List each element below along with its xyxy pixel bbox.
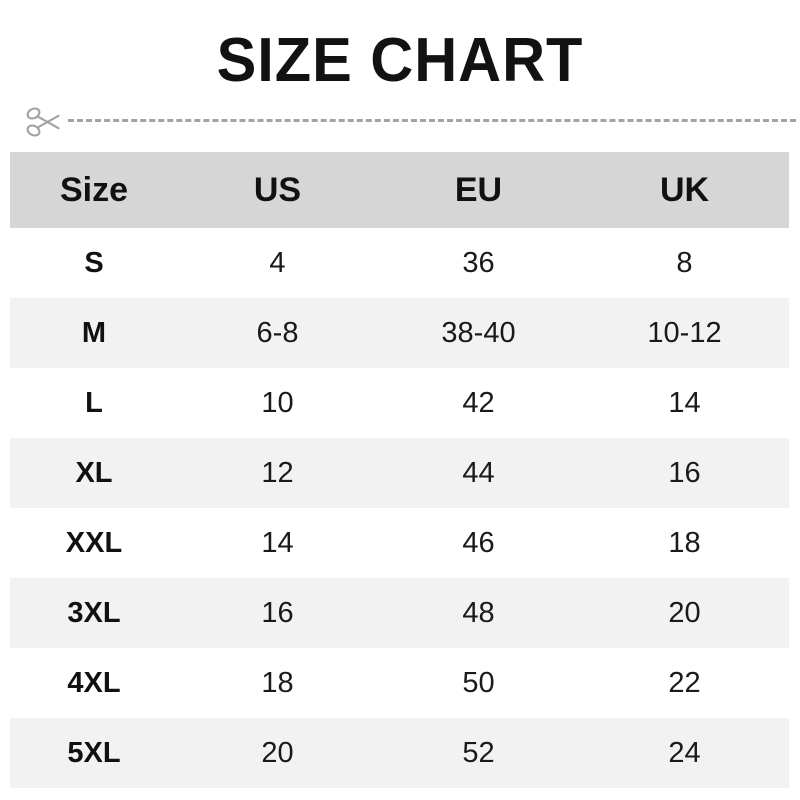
table-row: XXL 14 46 18 xyxy=(10,508,789,578)
cell-uk: 20 xyxy=(580,578,789,648)
cell-us: 16 xyxy=(178,578,377,648)
cell-us: 12 xyxy=(178,438,377,508)
cell-size: 4XL xyxy=(10,648,178,718)
column-header-size: Size xyxy=(10,152,178,228)
cell-eu: 50 xyxy=(377,648,580,718)
table-row: XL 12 44 16 xyxy=(10,438,789,508)
scissors-icon xyxy=(24,104,66,140)
cell-uk: 16 xyxy=(580,438,789,508)
cell-us: 18 xyxy=(178,648,377,718)
cell-uk: 22 xyxy=(580,648,789,718)
cell-us: 4 xyxy=(178,228,377,298)
table-row: 3XL 16 48 20 xyxy=(10,578,789,648)
table-row: 4XL 18 50 22 xyxy=(10,648,789,718)
cell-uk: 18 xyxy=(580,508,789,578)
cell-eu: 48 xyxy=(377,578,580,648)
page-title: SIZE CHART xyxy=(216,26,584,95)
cell-size: 3XL xyxy=(10,578,178,648)
cell-uk: 8 xyxy=(580,228,789,298)
cell-size: XL xyxy=(10,438,178,508)
cell-uk: 14 xyxy=(580,368,789,438)
table-row: M 6-8 38-40 10-12 xyxy=(10,298,789,368)
dashed-cut-line xyxy=(68,119,796,122)
table-row: L 10 42 14 xyxy=(10,368,789,438)
cell-size: L xyxy=(10,368,178,438)
cell-eu: 44 xyxy=(377,438,580,508)
cell-us: 14 xyxy=(178,508,377,578)
cell-us: 10 xyxy=(178,368,377,438)
cut-here-divider xyxy=(24,103,796,141)
cell-uk: 24 xyxy=(580,718,789,788)
table-row: S 4 36 8 xyxy=(10,228,789,298)
cell-eu: 38-40 xyxy=(377,298,580,368)
cell-size: S xyxy=(10,228,178,298)
cell-size: M xyxy=(10,298,178,368)
cell-us: 6-8 xyxy=(178,298,377,368)
cell-size: XXL xyxy=(10,508,178,578)
cell-eu: 46 xyxy=(377,508,580,578)
cell-size: 5XL xyxy=(10,718,178,788)
column-header-us: US xyxy=(178,152,377,228)
cell-uk: 10-12 xyxy=(580,298,789,368)
column-header-uk: UK xyxy=(580,152,789,228)
size-chart-table: Size US EU UK S 4 36 8 M 6-8 38-40 10-12… xyxy=(10,152,789,788)
cell-eu: 52 xyxy=(377,718,580,788)
cell-us: 20 xyxy=(178,718,377,788)
table-row: 5XL 20 52 24 xyxy=(10,718,789,788)
table-header-row: Size US EU UK xyxy=(10,152,789,228)
cell-eu: 36 xyxy=(377,228,580,298)
cell-eu: 42 xyxy=(377,368,580,438)
column-header-eu: EU xyxy=(377,152,580,228)
